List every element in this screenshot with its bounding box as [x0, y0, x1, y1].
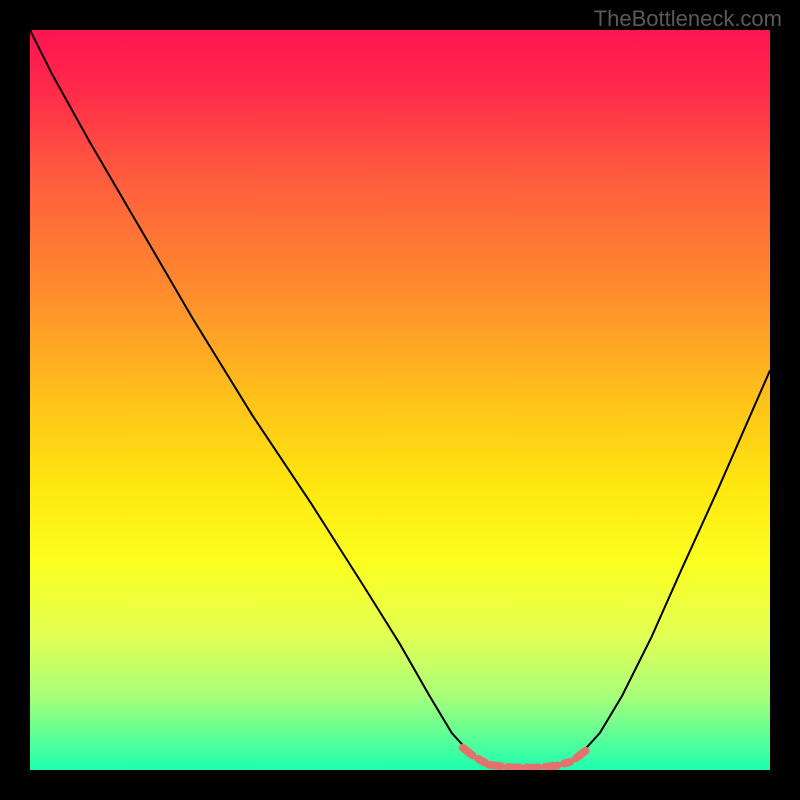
curve-layer: [30, 30, 770, 770]
highlight-segment: [463, 748, 485, 763]
plot-area: [30, 30, 770, 770]
highlight-overlay: [463, 748, 587, 768]
highlight-segment: [576, 750, 586, 758]
watermark-text: TheBottleneck.com: [594, 6, 782, 32]
bottleneck-curve: [30, 30, 770, 768]
chart-container: TheBottleneck.com: [0, 0, 800, 800]
highlight-segment: [489, 762, 570, 768]
